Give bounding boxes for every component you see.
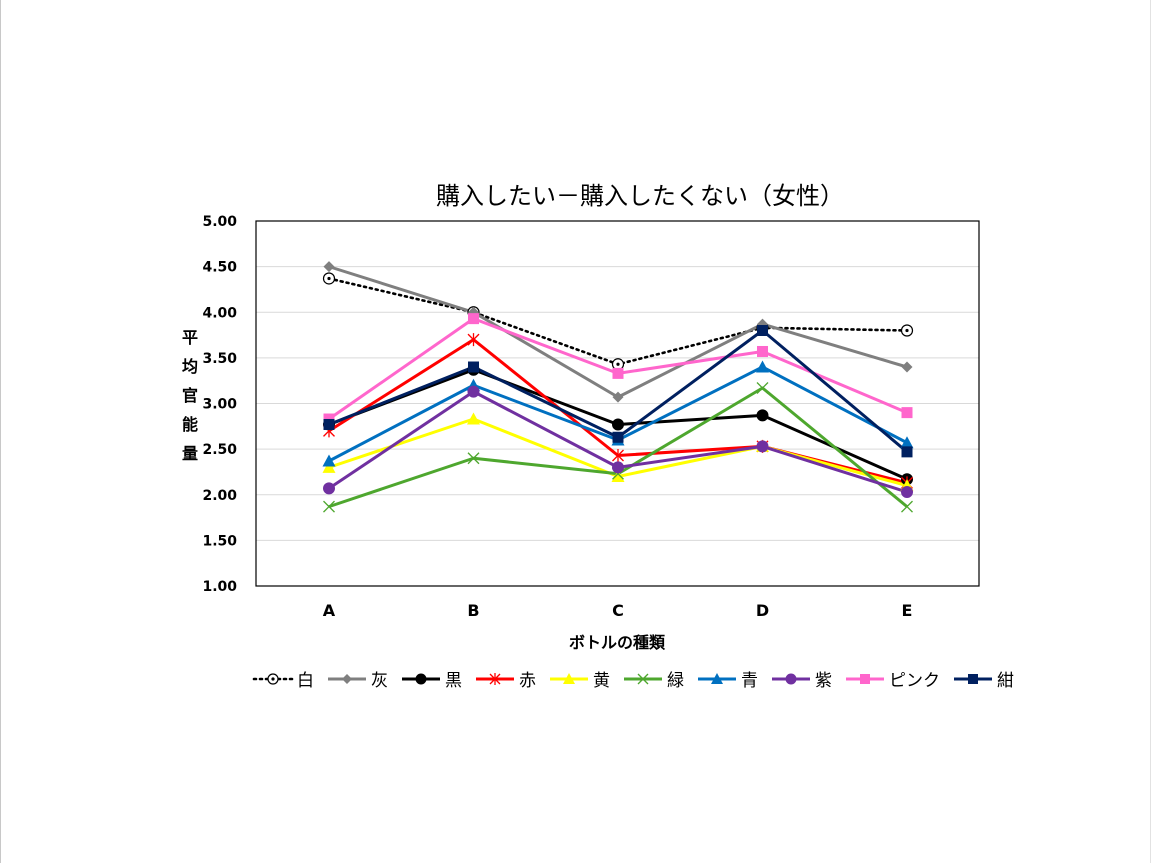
legend-swatch-marker: [711, 673, 723, 684]
legend-swatch-marker: [415, 673, 427, 685]
y-axis-ticks: 1.00 1.50 2.00 2.50 3.00 3.50 4.00 4.50 5.00: [202, 214, 237, 595]
series-line-6: [328, 365, 908, 463]
legend-item: 赤: [476, 671, 536, 691]
y-tick-label: 1.50: [202, 533, 237, 549]
series-line-5: [328, 386, 908, 509]
plot-area-border: [255, 220, 980, 587]
series-point-3-1: [467, 333, 480, 347]
x-axis-title: ボトルの種類: [569, 633, 666, 652]
series-point-6-4: [900, 436, 914, 449]
series-point-0-4: [900, 324, 914, 337]
series-point-0-0: [322, 272, 336, 285]
legend-swatch-marker: [489, 673, 501, 685]
legend-label: ピンク: [889, 671, 940, 691]
series-point-2-3: [756, 409, 769, 422]
y-tick-label: 2.50: [202, 442, 237, 458]
legend-item: 紺: [954, 671, 1014, 691]
legend-label: 青: [741, 671, 758, 691]
series-point-8-4: [901, 407, 913, 419]
legend-swatch-marker: [860, 674, 870, 684]
x-tick-label: C: [612, 601, 624, 620]
legend-label: 灰: [371, 671, 388, 691]
y-tick-label: 3.50: [202, 351, 237, 367]
legend-item: 紫: [772, 671, 832, 691]
legend-label: 黒: [445, 671, 462, 691]
y-axis-title-text: 平均官能量: [182, 328, 198, 463]
series-point-1-2: [612, 391, 624, 403]
series-point-7-3: [756, 440, 769, 453]
x-tick-label: A: [323, 601, 336, 620]
legend-item: 青: [698, 671, 758, 691]
series-markers: [322, 261, 914, 513]
series-point-8-2: [612, 367, 624, 379]
x-tick-label: D: [756, 601, 769, 620]
legend-label: 緑: [667, 671, 684, 691]
legend-swatch-marker: [342, 674, 352, 684]
series-point-6-0: [322, 454, 336, 467]
legend-label: 紺: [997, 671, 1014, 691]
page-left-border: [0, 0, 1, 863]
series-point-9-3: [757, 325, 768, 336]
y-tick-label: 1.00: [202, 579, 237, 595]
x-tick-label: E: [902, 601, 913, 620]
gridlines: [256, 266, 979, 541]
series-point-9-4: [901, 446, 913, 458]
series-point-4-0: [322, 460, 336, 473]
y-tick-label: 3.00: [202, 397, 237, 413]
legend-item: ピンク: [846, 671, 940, 691]
x-axis-ticks: A B C D E: [323, 601, 913, 620]
series-point-9-1: [468, 361, 479, 373]
legend-item: 緑: [624, 671, 684, 691]
series-point-3-2: [612, 449, 624, 463]
series-point-8-3: [757, 345, 768, 357]
legend-item: 黄: [550, 671, 610, 691]
series-point-7-0: [323, 482, 335, 495]
legend-label: 白: [297, 671, 314, 691]
series-point-7-4: [901, 486, 913, 499]
series-point-2-2: [612, 418, 624, 431]
y-tick-label: 5.00: [202, 214, 237, 230]
series-point-5-3: [756, 382, 769, 394]
legend-label: 紫: [815, 671, 832, 691]
y-tick-label: 2.00: [202, 488, 237, 504]
legend-item: 灰: [328, 671, 388, 691]
series-point-9-2: [612, 431, 624, 443]
series-point-7-2: [612, 461, 624, 474]
legend-label: 黄: [593, 671, 610, 691]
legend-label: 赤: [519, 671, 536, 691]
chart-legend: 白 灰 黒 赤 黄 緑 青 紫 ピンク 紺: [252, 671, 1014, 691]
series-point-6-3: [756, 360, 769, 373]
y-axis-title: 平均官能量: [182, 328, 198, 463]
series-point-7-1: [467, 385, 480, 398]
legend-swatch-marker: [267, 673, 279, 685]
series-point-5-4: [901, 500, 913, 513]
series-point-5-1: [467, 452, 480, 465]
series-point-1-0: [323, 261, 335, 273]
series-point-9-0: [323, 418, 335, 430]
x-tick-label: B: [467, 601, 479, 620]
series-point-5-0: [323, 500, 335, 513]
y-tick-label: 4.00: [202, 305, 237, 321]
series-point-4-1: [467, 412, 480, 425]
y-tick-label: 4.50: [202, 260, 237, 276]
legend-swatch-marker: [563, 673, 575, 684]
series-point-1-4: [901, 361, 913, 373]
series-line-0: [327, 277, 909, 366]
chart-title: 購入したい－購入したくない（女性）: [436, 182, 844, 210]
legend-swatch-marker: [785, 673, 797, 685]
legend-item: 白: [252, 671, 314, 691]
series-point-4-2: [611, 470, 625, 482]
legend-item: 黒: [402, 671, 462, 691]
legend-swatch-marker: [968, 674, 978, 684]
legend-swatch-marker: [637, 673, 649, 685]
series-point-8-1: [468, 313, 479, 325]
